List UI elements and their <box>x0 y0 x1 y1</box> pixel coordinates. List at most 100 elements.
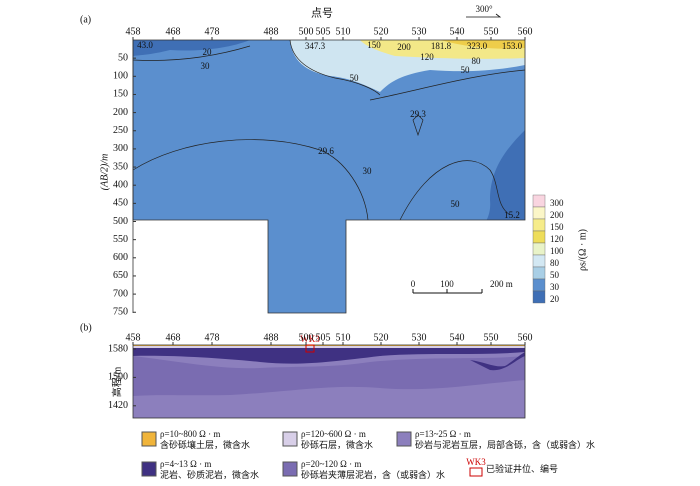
legend-range: ρ=10~800 Ω · m <box>160 429 220 439</box>
y-tick-label: 1580 <box>108 343 128 354</box>
zone-20-30 <box>470 130 525 240</box>
contour-label: 181.8 <box>431 41 452 51</box>
x-tick-label: 468 <box>166 26 181 37</box>
panel-label: (a) <box>80 14 91 25</box>
legend-desc: 砂砾石层，微含水 <box>301 439 373 450</box>
colorbar-label: 200 <box>550 210 564 220</box>
scale-label: 0 <box>411 279 416 289</box>
legend-desc: 砂砾岩夹薄层泥岩，含（或弱含）水 <box>301 469 445 480</box>
x-tick-label: 505 <box>316 26 331 37</box>
colorbar-label: 300 <box>550 198 564 208</box>
colorbar-band <box>532 242 546 256</box>
legend-range: ρ=4~13 Ω · m <box>160 459 211 469</box>
x-tick-label: 560 <box>518 26 533 37</box>
contour-label: 50 <box>461 65 471 75</box>
contour-line <box>132 39 381 96</box>
y-tick-label: 450 <box>113 198 128 209</box>
contour-label: 323.0 <box>467 41 488 51</box>
legend-desc: 泥岩、砂质泥岩，微含水 <box>160 469 259 480</box>
colorbar-label: 100 <box>550 246 564 256</box>
legend-desc: 已验证井位、编号 <box>486 463 558 474</box>
legend-range: ρ=120~600 Ω · m <box>301 429 366 439</box>
y-tick-label: 400 <box>113 179 128 190</box>
contour-label: 347.3 <box>305 41 326 51</box>
y-tick-label: 550 <box>113 234 128 245</box>
colorbar-band <box>532 206 546 220</box>
colorbar-band <box>532 218 546 232</box>
contour-label: 29.6 <box>318 146 334 156</box>
legend-swatch <box>141 461 157 477</box>
legend-range: ρ=13~25 Ω · m <box>415 429 471 439</box>
legend-desc: 含砂砾壤土层，微含水 <box>160 439 250 450</box>
y-axis-title: 高程/m <box>110 367 123 398</box>
x-tick-label: 458 <box>126 332 141 343</box>
y-tick-label: 350 <box>113 161 128 172</box>
x-tick-label: 505 <box>316 332 331 343</box>
y-tick-label: 1500 <box>108 372 128 383</box>
north-arrow <box>466 13 502 18</box>
y-tick-label: 50 <box>118 52 128 63</box>
x-tick-label: 478 <box>205 26 220 37</box>
y-tick-label: 700 <box>113 288 128 299</box>
contour-label: 15.2 <box>504 210 520 220</box>
legend <box>141 431 483 477</box>
x-tick-label: 540 <box>450 26 465 37</box>
layer-mudstone <box>133 345 525 364</box>
legend-swatch <box>396 431 412 447</box>
colorbar-label: 20 <box>550 294 560 304</box>
legend-swatch <box>141 431 157 447</box>
legend-swatch <box>469 467 483 477</box>
x-tick-label: 510 <box>336 332 351 343</box>
colorbar-band <box>532 266 546 280</box>
no-data <box>133 220 268 314</box>
plot-frame <box>132 39 526 314</box>
contour-label: 120 <box>420 52 434 62</box>
x-tick-label: 530 <box>412 332 427 343</box>
contour-label: 153.0 <box>502 41 523 51</box>
zone-20-30 <box>133 40 250 56</box>
y-tick-label: 250 <box>113 125 128 136</box>
x-tick-label: 560 <box>518 332 533 343</box>
legend-swatch <box>282 431 298 447</box>
scale-label: 100 <box>440 279 454 289</box>
contour-label: 50 <box>451 199 461 209</box>
x-tick-label: 458 <box>126 26 141 37</box>
contour-label: 30 <box>363 166 373 176</box>
panel-label: (b) <box>80 322 92 333</box>
y-tick-label: 1420 <box>108 400 128 411</box>
colorbar-label: 50 <box>550 270 560 280</box>
y-tick-label: 150 <box>113 89 128 100</box>
layer-mudstone <box>470 352 525 371</box>
x-tick-label: 500 <box>299 332 314 343</box>
legend-well: WK3 <box>466 457 486 467</box>
colorbar-title: ρs/(Ω · m) <box>577 229 588 271</box>
colorbar-label: 80 <box>550 258 560 268</box>
x-tick-label: 488 <box>264 332 279 343</box>
x-tick-label: 520 <box>374 26 389 37</box>
y-axis-title: (AB/2)/m <box>99 154 110 191</box>
colorbar-band <box>532 230 546 244</box>
x-tick-label: 550 <box>484 332 499 343</box>
contour-line <box>369 69 526 221</box>
legend-swatch <box>282 461 298 477</box>
x-tick-label: 500 <box>299 26 314 37</box>
colorbar-label: 120 <box>550 234 564 244</box>
colorbar-band <box>532 290 546 304</box>
contour-map <box>132 39 526 314</box>
colorbar-label: 150 <box>550 222 564 232</box>
y-tick-label: 100 <box>113 71 128 82</box>
contour-label: 43.0 <box>137 40 153 50</box>
colorbar-band <box>532 278 546 292</box>
x-tick-label: 530 <box>412 26 427 37</box>
y-tick-label: 200 <box>113 107 128 118</box>
y-tick-label: 300 <box>113 143 128 154</box>
y-tick-label: 650 <box>113 270 128 281</box>
colorbar-band <box>532 254 546 268</box>
x-tick-label: 468 <box>166 332 181 343</box>
well-label: WK3 <box>300 334 320 344</box>
no-data <box>346 220 526 314</box>
section <box>132 344 526 419</box>
x-axis-title: 点号 <box>311 7 333 20</box>
colorbar-label: 30 <box>550 282 560 292</box>
contour-label: 200 <box>397 42 411 52</box>
